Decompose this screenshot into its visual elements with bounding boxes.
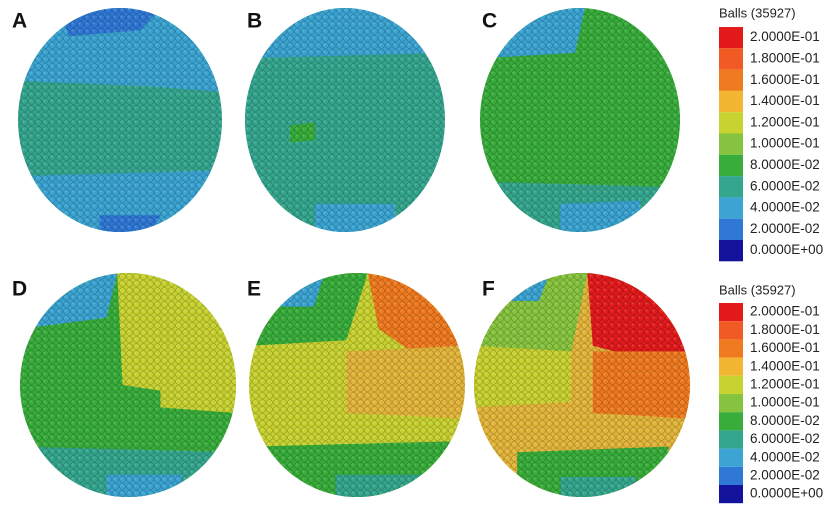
ball-texture	[245, 8, 445, 232]
legend-swatch	[719, 91, 743, 112]
ball-texture	[474, 273, 690, 497]
legend-swatch	[719, 394, 743, 412]
legend-swatch	[719, 155, 743, 176]
legend-label: 2.0000E-02	[750, 467, 820, 482]
panel-label: B	[247, 10, 262, 33]
ball-cluster	[245, 8, 445, 232]
legend-label: 1.0000E-01	[750, 395, 820, 410]
legend-swatch	[719, 48, 743, 69]
ball-cluster	[474, 273, 690, 497]
legend-label: 6.0000E-02	[750, 431, 820, 446]
legend-swatch	[719, 449, 743, 467]
legend-label: 1.8000E-01	[750, 322, 820, 337]
legend-swatch	[719, 112, 743, 133]
legend-swatch	[719, 339, 743, 357]
panel-label: A	[12, 10, 27, 33]
legend-title: Balls (35927)	[719, 282, 796, 297]
panel-label: E	[247, 278, 261, 301]
legend-label: 1.2000E-01	[750, 114, 820, 129]
legend-label: 2.0000E-02	[750, 221, 820, 236]
legend-title: Balls (35927)	[719, 5, 796, 20]
legend-label: 1.6000E-01	[750, 72, 820, 87]
legend-label: 8.0000E-02	[750, 413, 820, 428]
panel-label: C	[482, 10, 497, 33]
ball-cluster	[20, 273, 236, 497]
legend-swatch	[719, 176, 743, 197]
ball-cluster	[18, 8, 222, 232]
legend-swatch	[719, 134, 743, 155]
legend-swatch	[719, 197, 743, 218]
ball-texture	[20, 273, 236, 497]
legend-swatch	[719, 467, 743, 485]
legend-swatch	[719, 27, 743, 48]
panel-label: F	[482, 278, 495, 301]
legend-label: 0.0000E+00	[750, 242, 823, 257]
legend-swatch	[719, 303, 743, 321]
figure: A B C D E F Balls (35927) 2.0000E-01 1.8000E-01 1…	[0, 0, 840, 511]
legend-label: 1.4000E-01	[750, 358, 820, 373]
legend-label: 4.0000E-02	[750, 449, 820, 464]
legend-swatch	[719, 321, 743, 339]
legend-label: 6.0000E-02	[750, 178, 820, 193]
legend-label: 1.8000E-01	[750, 51, 820, 66]
legend-swatch	[719, 219, 743, 240]
legend-label: 2.0000E-01	[750, 29, 820, 44]
legend-swatch	[719, 240, 743, 261]
panel-label: D	[12, 278, 27, 301]
ball-texture	[249, 273, 465, 497]
legend-label: 1.4000E-01	[750, 93, 820, 108]
ball-texture	[18, 8, 222, 232]
legend-label: 1.2000E-01	[750, 376, 820, 391]
legend-swatch	[719, 430, 743, 448]
ball-texture	[480, 8, 680, 232]
legend-label: 0.0000E+00	[750, 486, 823, 501]
legend-swatch	[719, 358, 743, 376]
legend-label: 4.0000E-02	[750, 200, 820, 215]
legend-swatch	[719, 485, 743, 503]
legend-swatch	[719, 70, 743, 91]
legend-swatch	[719, 412, 743, 430]
legend-label: 1.0000E-01	[750, 136, 820, 151]
legend-swatch	[719, 376, 743, 394]
ball-cluster	[249, 273, 465, 497]
legend-label: 1.6000E-01	[750, 340, 820, 355]
legend-label: 8.0000E-02	[750, 157, 820, 172]
legend-label: 2.0000E-01	[750, 304, 820, 319]
ball-cluster	[480, 8, 680, 232]
